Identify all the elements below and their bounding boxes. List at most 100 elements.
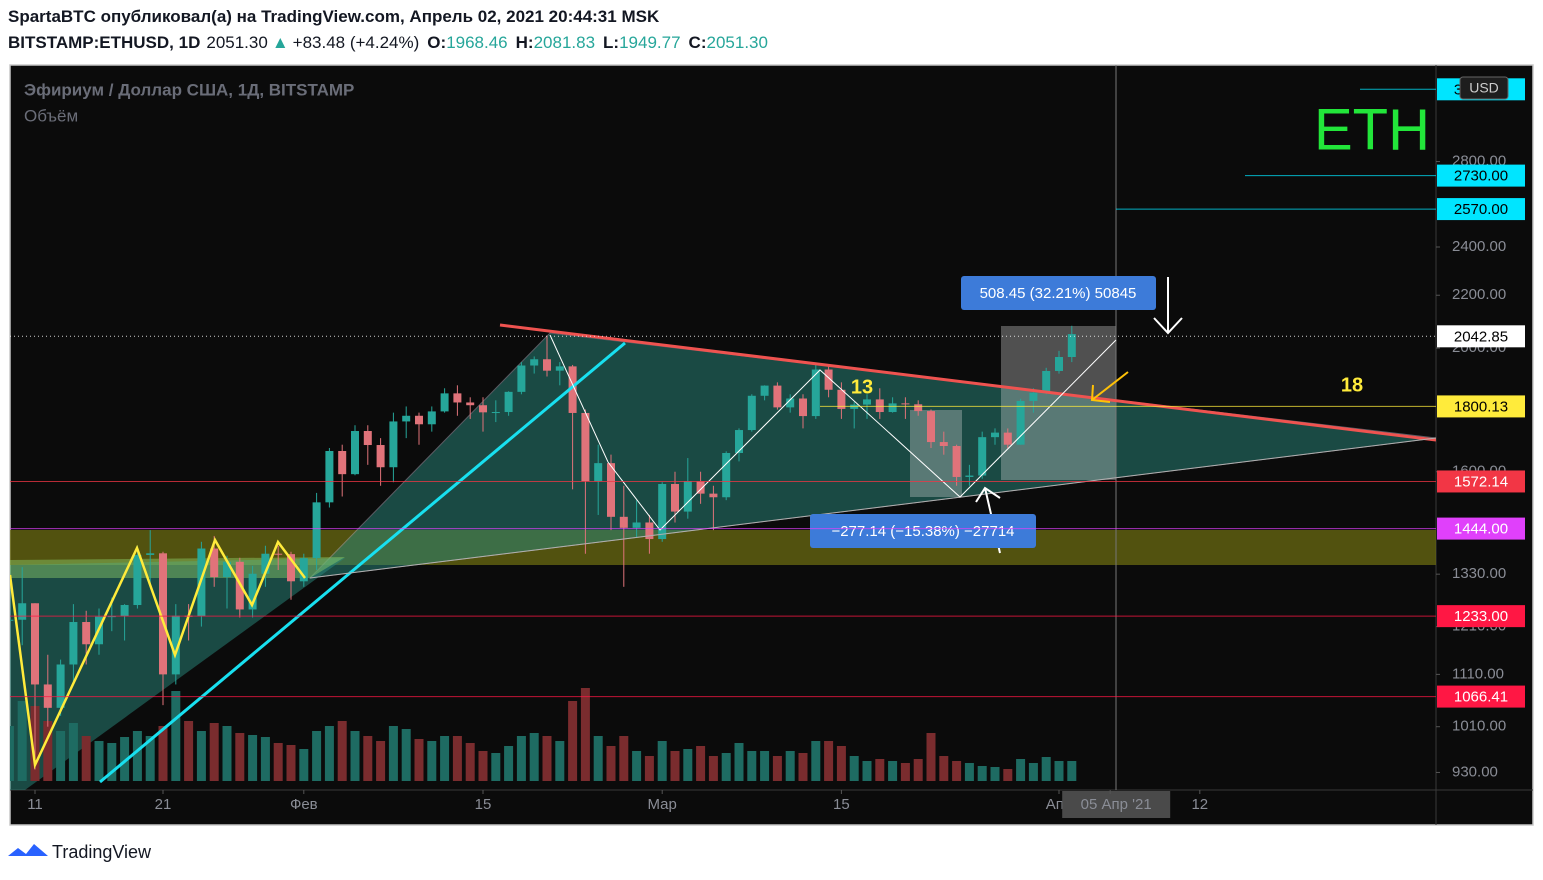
candle-body [312, 502, 321, 559]
support-zone [10, 530, 1436, 565]
candle-body [773, 385, 782, 408]
trendline [309, 437, 1436, 579]
candle-body [747, 395, 756, 431]
volume-bar [452, 736, 462, 781]
volume-bar [824, 741, 834, 781]
candle-body [709, 493, 718, 498]
symbol-line: BITSTAMP:ETHUSD, 1D 2051.30 ▲ +83.48 (+4.24… [8, 33, 768, 52]
y-tick-label: 930.00 [1452, 763, 1498, 780]
volume-bar [990, 767, 1000, 781]
volume-bar [401, 729, 411, 781]
candle-body [1042, 370, 1051, 393]
footer-logo [8, 844, 48, 856]
candle-body [18, 603, 27, 620]
volume-bar [427, 741, 437, 781]
candle-body [555, 366, 564, 371]
candle-body [619, 516, 628, 528]
volume-bar [555, 741, 565, 781]
price: 2051.30 [206, 33, 267, 52]
volume-bar [696, 746, 706, 781]
y-tick-label: 1330.00 [1452, 565, 1506, 582]
trendline [99, 341, 626, 784]
ohlc-key: L: [603, 33, 619, 52]
volume-bar [465, 743, 475, 781]
change: +83.48 (+4.24%) [293, 33, 420, 52]
level-label-box [1437, 395, 1525, 418]
x-crosshair-box [1062, 791, 1171, 818]
level-label-box [1437, 470, 1525, 493]
volume-bar [145, 736, 155, 781]
volume-bar [875, 759, 885, 781]
candle-body [427, 411, 436, 425]
x-tick-label: 21 [155, 796, 172, 813]
candle-body [491, 412, 500, 414]
volume-bar [836, 746, 846, 781]
volume-bar [376, 741, 386, 781]
publisher-line: SpartaBTC опубликовал(а) на TradingView.… [8, 7, 660, 26]
volume-bar [10, 726, 14, 781]
volume-bar [516, 736, 526, 781]
volume-bar [17, 701, 27, 781]
volume-bar [529, 733, 539, 781]
candle-body [338, 450, 347, 475]
candle-body [415, 415, 423, 425]
change-arrow: ▲ [272, 33, 289, 52]
volume-bar [939, 756, 949, 781]
volume-bar [632, 751, 642, 781]
volume-bar [593, 736, 603, 781]
candle-body [159, 553, 167, 675]
legend-volume: Объём [24, 106, 78, 125]
volume-bar [1054, 761, 1064, 781]
measure-label-box [810, 514, 1036, 548]
volume-bar [760, 751, 770, 781]
ohlc-value: 2051.30 [707, 33, 768, 52]
volume-bar [926, 733, 936, 781]
candle-body [888, 403, 897, 413]
candle-body [863, 399, 871, 405]
volume-bar [209, 723, 219, 781]
volume-bar [708, 756, 718, 781]
legend-title: Эфириум / Доллар США, 1Д, BITSTAMP [24, 80, 354, 99]
candle-body [56, 664, 65, 708]
volume-bar [1016, 759, 1026, 781]
volume-bar [94, 741, 104, 781]
level-label-box [1437, 517, 1525, 540]
flag [10, 557, 345, 578]
arrow-head [1153, 317, 1183, 335]
volume-bar [414, 739, 424, 781]
volume-bar [1067, 761, 1077, 781]
candle-body [517, 365, 526, 392]
volume-bar [286, 745, 296, 781]
level-label: 2042.85 [1454, 328, 1508, 345]
currency-box [1459, 76, 1509, 100]
volume-bar [772, 756, 782, 781]
currency: USD [1469, 80, 1499, 96]
volume-bar [619, 736, 629, 781]
volume-bar [222, 726, 232, 781]
candle-body [837, 389, 846, 409]
candle-body [543, 359, 551, 371]
volume-bar [1028, 763, 1038, 781]
volume-bar [68, 723, 78, 781]
level-label-box [1437, 325, 1525, 348]
volume-bar [491, 753, 501, 781]
volume-bar [478, 751, 488, 781]
axes: 930.001010.001110.001210.001330.001600.0… [10, 76, 1525, 818]
wave-line [549, 334, 1117, 531]
candle-body [299, 558, 308, 582]
candle-body [261, 553, 270, 574]
candle-body [363, 431, 372, 446]
ohlc-value: 1968.46 [446, 33, 507, 52]
arrow [1091, 371, 1129, 401]
volume-bar [388, 726, 398, 781]
candle-body [645, 522, 654, 540]
candle-body [402, 415, 411, 422]
volume-bar [568, 701, 578, 781]
x-tick-label: 15 [475, 796, 492, 813]
ohlc-value: 2081.83 [534, 33, 595, 52]
trendline [499, 323, 1436, 442]
candle-body [466, 402, 475, 406]
volume-bar [43, 721, 53, 781]
candle-body [530, 359, 539, 366]
candle-body [594, 463, 603, 482]
